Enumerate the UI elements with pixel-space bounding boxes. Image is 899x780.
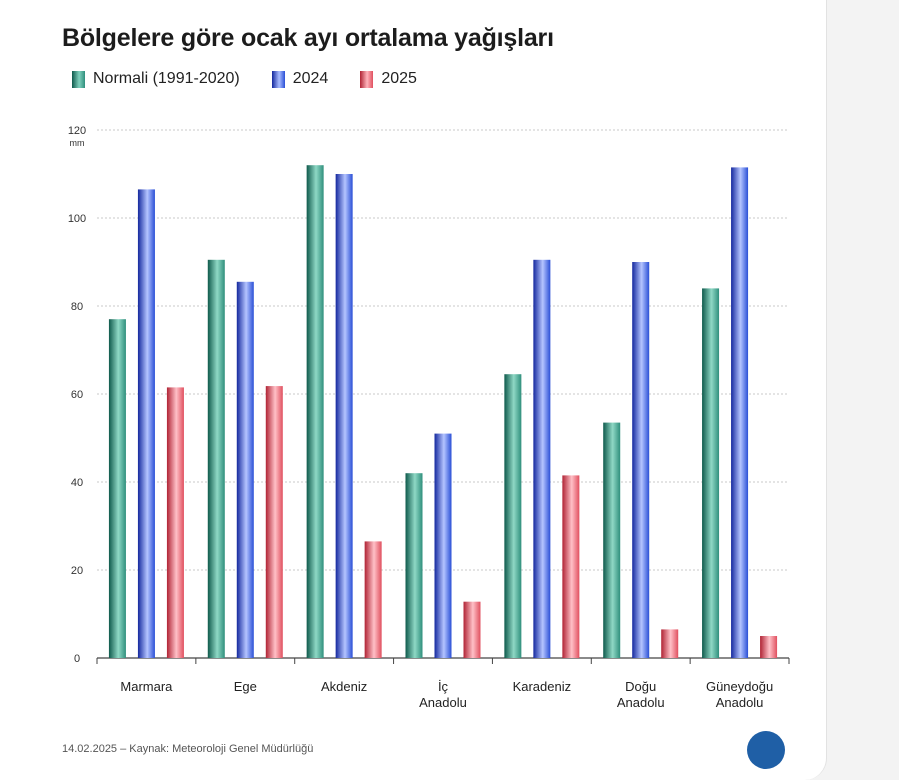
- x-tick-label-line: Anadolu: [716, 695, 764, 710]
- bar-normal-1: [207, 259, 225, 658]
- x-tick-label-line: Anadolu: [617, 695, 665, 710]
- x-tick-label-1: Ege: [234, 679, 257, 694]
- bar-y2025-6: [760, 636, 778, 658]
- aa-logo: [747, 731, 785, 769]
- x-tick-label-line: Akdeniz: [321, 679, 367, 694]
- x-tick-label-4: Karadeniz: [513, 679, 572, 694]
- y-tick-label-120: 120: [68, 125, 86, 137]
- x-tick-label-line: Karadeniz: [513, 679, 572, 694]
- legend-label-normal: Normali (1991-2020): [93, 70, 240, 87]
- x-tick-label-line: İç: [438, 679, 449, 694]
- legend-swatch-2024: [271, 70, 285, 88]
- bar-y2024-1: [236, 281, 254, 658]
- bar-y2025-5: [661, 629, 679, 658]
- y-tick-label-60: 60: [71, 389, 83, 401]
- bar-y2024-3: [434, 433, 452, 658]
- bar-normal-2: [306, 165, 324, 658]
- legend-label-2024: 2024: [292, 70, 329, 87]
- x-tick-label-5: Doğu Anadolu: [617, 679, 665, 710]
- y-tick-label-20: 20: [71, 565, 83, 577]
- y-tick-label-100: 100: [68, 213, 86, 225]
- bar-y2024-6: [731, 167, 749, 658]
- legend-swatch-2025: [360, 70, 374, 88]
- y-tick-label-0: 0: [74, 653, 80, 665]
- x-tick-label-2: Akdeniz: [321, 679, 367, 694]
- legend-swatch-normal: [72, 70, 85, 88]
- x-tick-label-line: Ege: [234, 679, 257, 694]
- bar-y2025-0: [166, 387, 184, 658]
- bar-normal-6: [702, 288, 720, 658]
- footer-source: 14.02.2025 – Kaynak: Meteoroloji Genel M…: [62, 743, 314, 755]
- y-tick-label-40: 40: [71, 477, 83, 489]
- bar-normal-0: [108, 319, 126, 658]
- bar-y2024-2: [335, 174, 353, 658]
- y-tick-label-80: 80: [71, 301, 83, 313]
- legend-label-2025: 2025: [381, 70, 417, 87]
- chart-card: Bölgelere göre ocak ayı ortalama yağışla…: [0, 0, 827, 780]
- x-tick-label-line: Anadolu: [419, 695, 467, 710]
- x-tick-label-line: Doğu: [625, 679, 656, 694]
- chart-title: Bölgelere göre ocak ayı ortalama yağışla…: [62, 24, 554, 52]
- x-tick-label-line: Marmara: [120, 679, 173, 694]
- legend-item-2024: 2024: [271, 70, 329, 88]
- legend-item-normal: Normali (1991-2020): [72, 70, 240, 88]
- y-axis-unit: mm: [70, 138, 85, 148]
- bar-y2025-4: [562, 475, 580, 658]
- bar-y2024-5: [632, 262, 650, 658]
- bar-y2025-2: [364, 541, 382, 658]
- legend-item-2025: 2025: [360, 70, 417, 88]
- x-tick-label-line: Güneydoğu: [706, 679, 773, 694]
- bar-y2025-3: [463, 601, 481, 658]
- x-tick-label-0: Marmara: [120, 679, 173, 694]
- bar-y2024-4: [533, 259, 551, 658]
- bar-normal-4: [504, 374, 522, 658]
- bar-y2025-1: [265, 386, 283, 658]
- bar-normal-5: [603, 422, 621, 658]
- bar-normal-3: [405, 473, 423, 658]
- bar-y2024-0: [137, 189, 155, 658]
- x-tick-label-6: Güneydoğu Anadolu: [706, 679, 773, 710]
- legend: Normali (1991-2020) 2024 2025: [72, 70, 449, 88]
- x-tick-label-3: İç Anadolu: [419, 679, 467, 710]
